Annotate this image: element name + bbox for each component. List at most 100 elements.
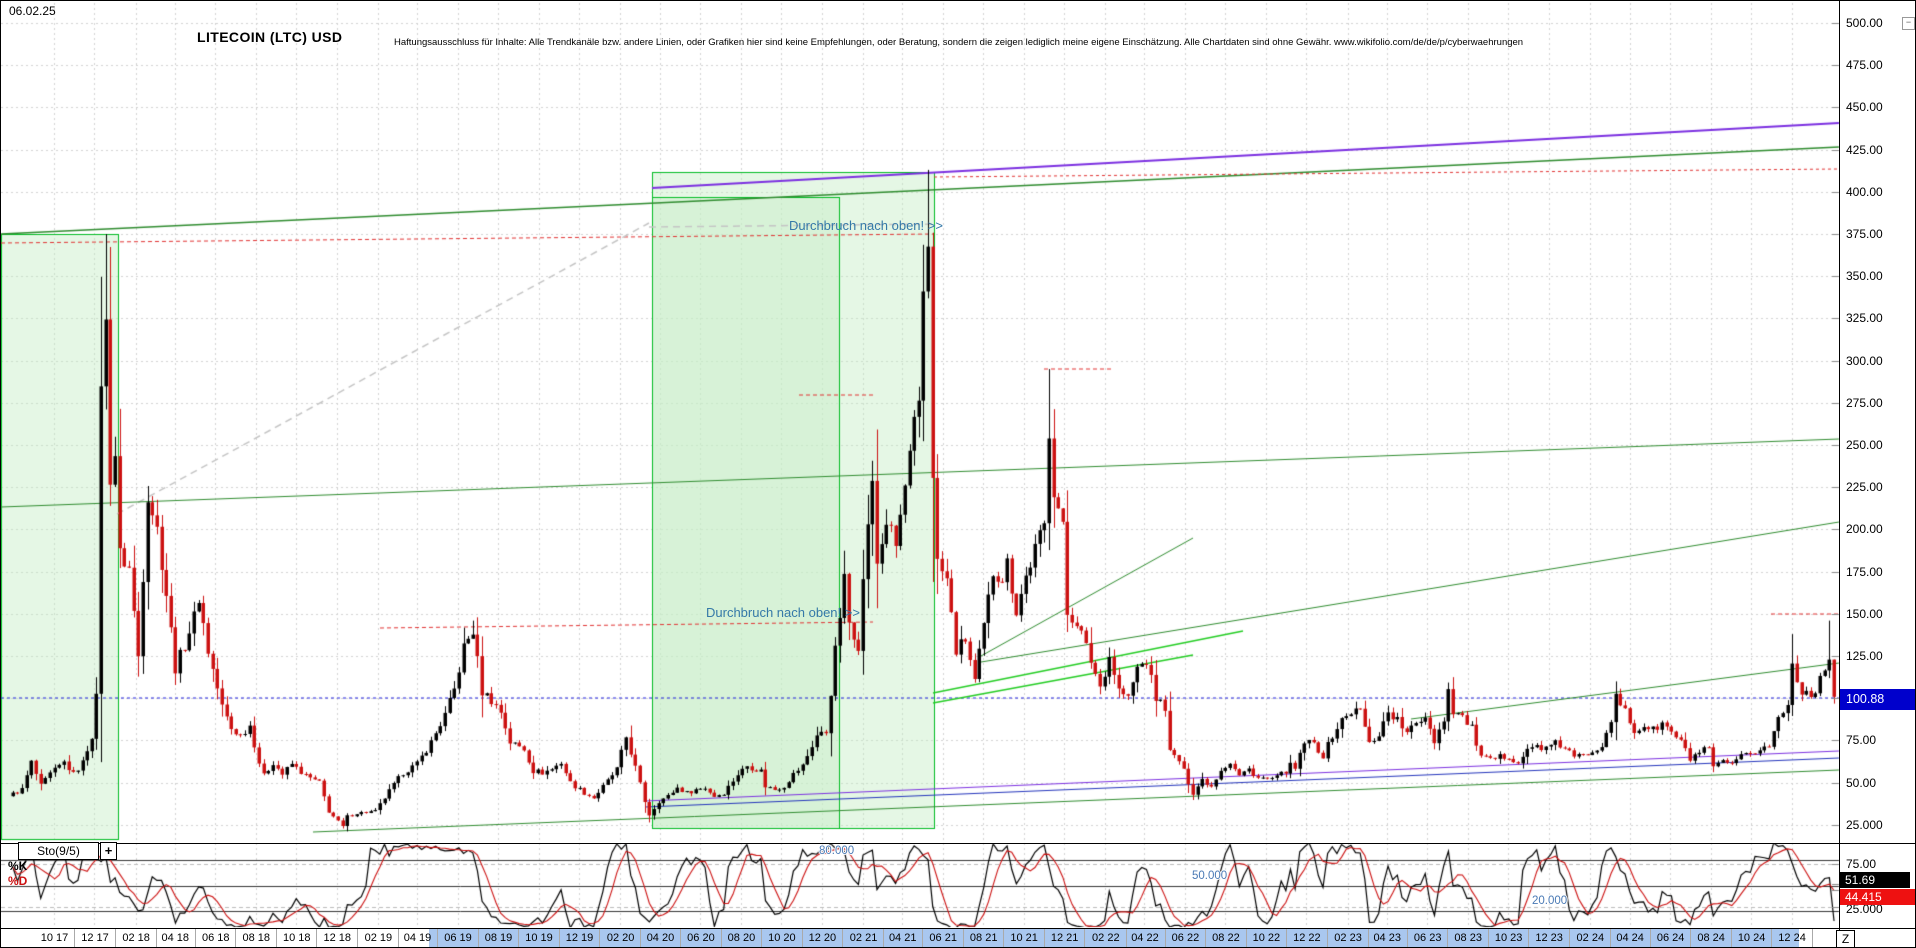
date-axis-tick [1368, 929, 1369, 947]
date-axis-tick [1286, 929, 1287, 947]
sto-level-50-label: 50.000 [1192, 870, 1228, 882]
date-axis-label: 02 19 [364, 932, 393, 944]
breakout-annotation-upper: Durchbruch nach oben! >> [789, 218, 943, 233]
date-axis-label: 12 23 [1535, 932, 1563, 944]
date-axis-tick [963, 929, 964, 947]
date-axis-label: 04 22 [1131, 932, 1159, 944]
date-axis-label: 04 24 [1616, 932, 1644, 944]
wikifolio-period-highlight [429, 929, 1799, 947]
date-axis-label: 04 18 [161, 932, 190, 944]
date-axis-label: 10 17 [40, 932, 69, 944]
date-axis-label: 10 20 [768, 932, 796, 944]
date-axis-label: 08 18 [242, 932, 271, 944]
date-axis-label: 10 19 [525, 932, 553, 944]
date-axis-tick [115, 929, 116, 947]
date-axis-label: 06 23 [1413, 932, 1442, 944]
date-axis-tick [518, 929, 519, 947]
date-axis-label: 12 20 [808, 932, 837, 944]
date-axis-label: 08 23 [1454, 932, 1482, 944]
date-axis-tick [478, 929, 479, 947]
date-axis-tick [1044, 929, 1045, 947]
date-axis-tick [1447, 929, 1448, 947]
date-axis-tick [1126, 929, 1127, 947]
collapse-icon[interactable]: − [1902, 17, 1915, 30]
date-axis-tick [599, 929, 600, 947]
date-axis-tick [1528, 929, 1529, 947]
sto-k-value-badge: 51.69 [1840, 872, 1910, 888]
date-axis-label: 06 21 [929, 932, 957, 944]
date-axis-tick [883, 929, 884, 947]
sto-d-value-badge: 44.415 [1840, 889, 1915, 905]
breakout-annotation-lower: Durchbruch nach oben! >> [706, 605, 860, 620]
add-indicator-button[interactable]: + [100, 842, 117, 860]
date-axis-label: 08 22 [1212, 932, 1240, 944]
date-axis-label: 10 18 [282, 932, 311, 944]
date-axis-tick [922, 929, 923, 947]
date-axis-label: 10 23 [1494, 932, 1523, 944]
disclaimer-text: Haftungsausschluss für Inhalte: Alle Tre… [394, 37, 1524, 48]
date-axis-label: 06 20 [687, 932, 715, 944]
date-axis-label: 10 24 [1737, 932, 1766, 944]
sto-d-label: %D [8, 874, 28, 888]
date-axis-tick [276, 929, 277, 947]
date-axis-tick [398, 929, 399, 947]
date-axis-label: 06 18 [202, 932, 230, 944]
date-axis-label: 12 17 [81, 932, 109, 944]
date-axis-tick [559, 929, 560, 947]
date-axis-tick [721, 929, 722, 947]
sto-level-20-label: 20.000 [1532, 895, 1568, 907]
date-axis-label: 02 21 [849, 932, 878, 944]
date-axis-label: 06 19 [444, 932, 472, 944]
date-axis-label: 12 21 [1050, 932, 1079, 944]
date-axis-tick [1327, 929, 1328, 947]
date-axis-label: 10 22 [1252, 932, 1281, 944]
date-axis-label: 02 23 [1334, 932, 1362, 944]
date-axis-tick [761, 929, 762, 947]
date-axis-label: 08 21 [969, 932, 998, 944]
date-axis-label: 12 22 [1293, 932, 1321, 944]
date-axis-tick [1084, 929, 1085, 947]
date-axis-tick [195, 929, 196, 947]
date-axis-label: 06 22 [1171, 932, 1200, 944]
date-axis-tick [680, 929, 681, 947]
date-axis-label: 12 24 [1778, 932, 1806, 944]
date-axis-tick [156, 929, 157, 947]
zoom-button[interactable]: Z [1836, 930, 1855, 947]
date-axis-separator [1, 928, 1915, 929]
last-price-badge: 100.88 [1840, 689, 1915, 710]
sto-level-80-label: 80.000 [819, 845, 855, 857]
date-axis-label: 04 20 [646, 932, 675, 944]
date-axis-tick [1731, 929, 1732, 947]
sto-indicator-button[interactable]: Sto(9/5) [18, 842, 99, 860]
date-axis-tick [1488, 929, 1489, 947]
date-axis-tick [1165, 929, 1166, 947]
date-axis-tick [1650, 929, 1651, 947]
date-axis-label: 02 18 [122, 932, 150, 944]
date-axis-tick [437, 929, 438, 947]
date-axis-label: 08 20 [727, 932, 756, 944]
date-axis-tick [357, 929, 358, 947]
date-axis-tick [1003, 929, 1004, 947]
date-axis-label: 12 19 [565, 932, 594, 944]
date-axis-label: 04 21 [888, 932, 917, 944]
date-axis-label: 08 24 [1697, 932, 1725, 944]
panel-separator[interactable] [1, 843, 1915, 844]
date-axis-tick [842, 929, 843, 947]
date-axis-label: 06 24 [1656, 932, 1685, 944]
date-axis-tick [1569, 929, 1570, 947]
date-axis-label: 02 22 [1092, 932, 1120, 944]
date-axis-label: 02 20 [606, 932, 635, 944]
date-axis-tick [1205, 929, 1206, 947]
date-axis-tick [1771, 929, 1772, 947]
date-axis-tick [1407, 929, 1408, 947]
current-date-label: 06.02.25 [9, 4, 56, 18]
date-axis-label: 04 19 [403, 932, 432, 944]
date-axis-tick [640, 929, 641, 947]
date-axis-label: 02 24 [1576, 932, 1605, 944]
date-axis-label: 04 23 [1373, 932, 1401, 944]
date-axis-label: 10 21 [1010, 932, 1038, 944]
date-axis-label: 12 18 [323, 932, 351, 944]
chart-title: LITECOIN (LTC) USD [197, 29, 343, 45]
